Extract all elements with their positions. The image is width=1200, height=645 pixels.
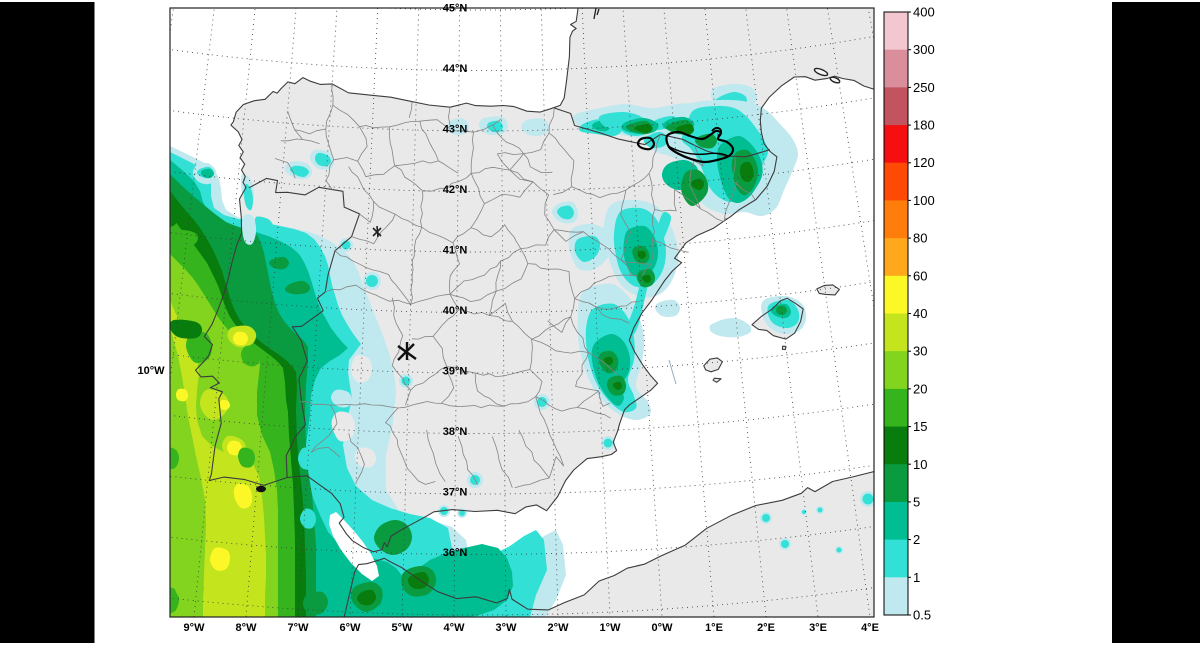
svg-text:30: 30 bbox=[913, 344, 927, 359]
svg-text:40°N: 40°N bbox=[443, 305, 468, 317]
svg-text:3°E: 3°E bbox=[809, 622, 827, 634]
svg-text:36°N: 36°N bbox=[443, 547, 468, 559]
svg-text:0°W: 0°W bbox=[652, 622, 674, 634]
svg-text:5°W: 5°W bbox=[392, 622, 414, 634]
svg-text:1: 1 bbox=[913, 570, 920, 585]
svg-text:42°N: 42°N bbox=[443, 184, 468, 196]
svg-text:4°W: 4°W bbox=[444, 622, 466, 634]
svg-text:2°E: 2°E bbox=[757, 622, 775, 634]
svg-text:5: 5 bbox=[913, 494, 920, 509]
svg-text:400: 400 bbox=[913, 5, 935, 20]
svg-text:41°N: 41°N bbox=[443, 245, 468, 257]
svg-text:4°E: 4°E bbox=[861, 622, 879, 634]
svg-text:9°W: 9°W bbox=[184, 622, 206, 634]
svg-text:60: 60 bbox=[913, 268, 927, 283]
svg-text:20: 20 bbox=[913, 381, 927, 396]
svg-text:8°W: 8°W bbox=[236, 622, 258, 634]
svg-text:40: 40 bbox=[913, 306, 927, 321]
svg-text:1°W: 1°W bbox=[600, 622, 622, 634]
svg-text:10°W: 10°W bbox=[137, 365, 165, 377]
svg-text:1°E: 1°E bbox=[705, 622, 723, 634]
svg-text:2°W: 2°W bbox=[548, 622, 570, 634]
svg-text:300: 300 bbox=[913, 42, 935, 57]
svg-text:120: 120 bbox=[913, 155, 935, 170]
svg-text:6°W: 6°W bbox=[340, 622, 362, 634]
svg-text:0.5: 0.5 bbox=[913, 608, 931, 623]
svg-text:15: 15 bbox=[913, 419, 927, 434]
svg-text:7°W: 7°W bbox=[288, 622, 310, 634]
svg-text:100: 100 bbox=[913, 193, 935, 208]
svg-text:45°N: 45°N bbox=[443, 3, 468, 15]
svg-text:80: 80 bbox=[913, 231, 927, 246]
svg-text:44°N: 44°N bbox=[443, 63, 468, 75]
svg-text:38°N: 38°N bbox=[443, 426, 468, 438]
svg-text:250: 250 bbox=[913, 80, 935, 95]
svg-text:43°N: 43°N bbox=[443, 124, 468, 136]
svg-text:37°N: 37°N bbox=[443, 487, 468, 499]
svg-text:3°W: 3°W bbox=[496, 622, 518, 634]
svg-text:39°N: 39°N bbox=[443, 366, 468, 378]
svg-text:2: 2 bbox=[913, 532, 920, 547]
svg-text:10: 10 bbox=[913, 457, 927, 472]
svg-text:180: 180 bbox=[913, 118, 935, 133]
